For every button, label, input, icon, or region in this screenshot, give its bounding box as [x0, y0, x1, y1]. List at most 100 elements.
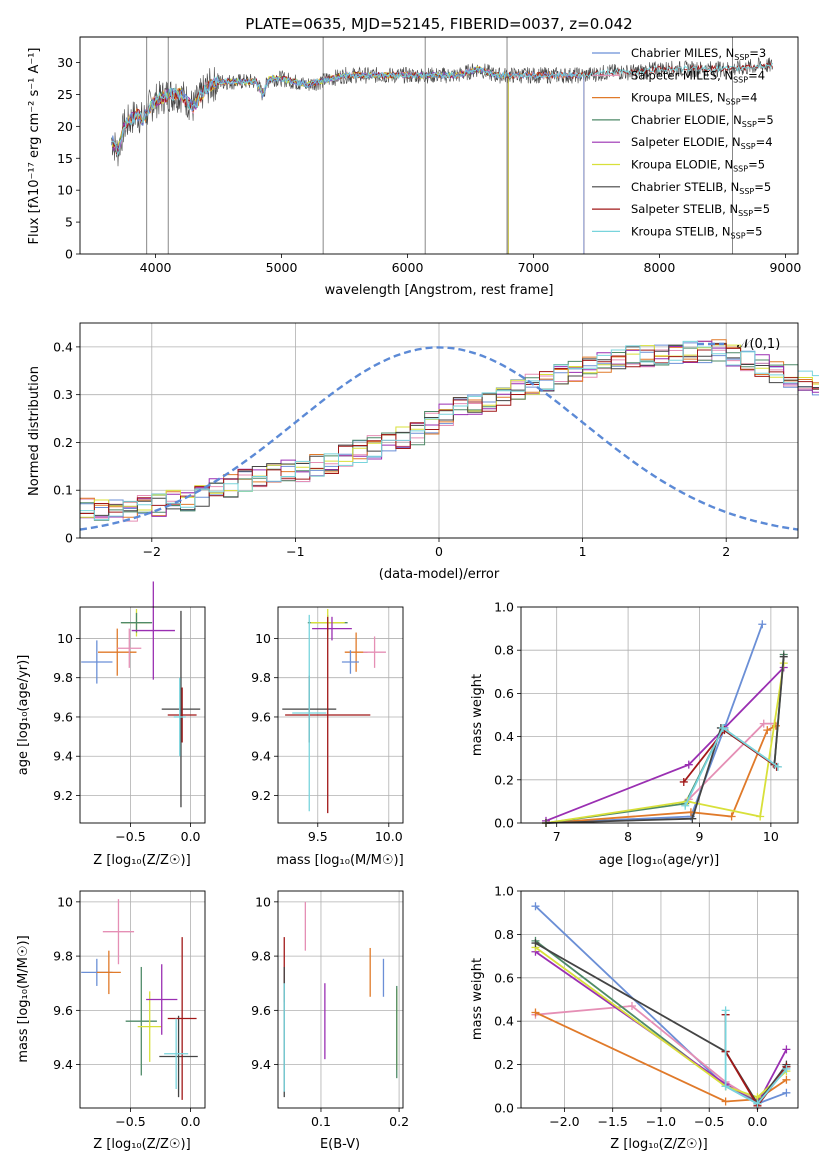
- x-tick-label: 4000: [140, 260, 172, 275]
- x-tick-label: −1: [286, 544, 304, 559]
- legend-entry: Chabrier MILES, NSSP=3: [631, 46, 766, 62]
- x-tick-label: 0.0: [748, 1114, 768, 1129]
- y-tick-label: 9.8: [251, 949, 271, 964]
- errorbar-chabrier_elodie: [120, 612, 153, 633]
- errorbar-salpeter_miles: [117, 628, 142, 668]
- age-vs-z-axes-frame: [79, 606, 206, 824]
- errorbar-chabrier_miles: [81, 640, 113, 684]
- weight-point: [719, 723, 728, 732]
- weight-vs-age-axes-frame: [520, 606, 799, 824]
- residuals-legend: 𝒩(0,1): [697, 337, 780, 352]
- weight-point: [721, 1082, 730, 1091]
- x-tick-label: 6000: [392, 260, 424, 275]
- y-tick-label: 5: [65, 215, 73, 230]
- weight-point: [531, 939, 540, 948]
- y-tick-label: 10: [57, 894, 73, 909]
- errorbar-salpeter_miles: [363, 636, 386, 668]
- weight-point: [531, 1008, 540, 1017]
- y-tick-label: 10: [57, 183, 73, 198]
- histogram-chabrier_miles: [79, 342, 819, 538]
- x-tick-label: 0: [435, 544, 443, 559]
- spectrum-series-kroupa_stelib: [111, 62, 774, 156]
- y-tick-label: 0.4: [53, 339, 73, 354]
- weight-point: [756, 812, 765, 821]
- age-vs-z-panel: −0.5 0.0 9.2 9.4 9.6 9.8 10 Z [log₁₀(Z/Z☉)] a…: [16, 581, 206, 868]
- weight-series-chabrier_elodie: [541, 650, 788, 827]
- errorbar-salpeter_elodie: [146, 964, 178, 1035]
- mass-vs-z-panel: −0.5 0.0 9.4 9.6 9.8 10 Z [log₁₀(Z/Z☉)] mass…: [16, 890, 206, 1152]
- weight-series-kroupa_stelib: [721, 1006, 791, 1108]
- mass-vs-z-xlabel: Z [log₁₀(Z/Z☉)]: [93, 1137, 190, 1152]
- errorbar-chabrier_stelib: [159, 1015, 198, 1098]
- x-tick-label: 10: [763, 829, 779, 844]
- y-tick-label: 9.4: [53, 1057, 73, 1072]
- mass-vs-z-axes-frame: [79, 890, 206, 1109]
- y-tick-label: 10: [255, 894, 271, 909]
- weight-series-kroupa_miles: [541, 721, 780, 827]
- y-tick-label: 15: [57, 151, 73, 166]
- legend-entry: Kroupa ELODIE, NSSP=5: [631, 158, 765, 174]
- y-tick-label: 0.4: [494, 729, 514, 744]
- weight-point: [753, 1099, 762, 1108]
- weight-point: [779, 652, 788, 661]
- y-tick-label: 30: [57, 55, 73, 70]
- weight-point: [782, 1075, 791, 1084]
- errorbar-salpeter_elodie: [312, 616, 352, 641]
- gauss-legend-label: 𝒩(0,1): [737, 337, 780, 352]
- age-vs-mass-panel: 9.5 10.0 9.2 9.4 9.6 9.8 10 mass [log₁₀(M/M☉)…: [251, 606, 404, 868]
- weight-series-kroupa_elodie: [541, 659, 788, 827]
- errorbar-salpeter_miles: [102, 899, 135, 965]
- legend-entry: Salpeter MILES, NSSP=4: [631, 68, 765, 84]
- residuals-panel: −2 −1 0 1 2 0 0.1 0.2 0.3 0.4 𝒩(0,1) (data-model…: [27, 322, 819, 582]
- weight-series-kroupa_stelib: [681, 723, 783, 810]
- x-tick-label: 0.1: [311, 1114, 331, 1129]
- weight-point: [721, 1006, 730, 1015]
- weight-series-chabrier_miles: [541, 620, 767, 827]
- weight-point: [531, 902, 540, 911]
- x-tick-label: 0.0: [181, 1114, 201, 1129]
- x-tick-label: 0.2: [389, 1114, 409, 1129]
- mass-vs-ebv-axes-frame: [277, 890, 404, 1109]
- x-tick-label: 7: [553, 829, 561, 844]
- y-tick-label: 10: [57, 631, 73, 646]
- y-tick-label: 9.6: [53, 1003, 73, 1018]
- spectrum-panel: PLATE=0635, MJD=52145, FIBERID=0037, z=0…: [27, 15, 801, 298]
- y-tick-label: 0.8: [494, 927, 514, 942]
- y-tick-label: 0.4: [494, 1014, 514, 1029]
- y-tick-label: 9.8: [53, 670, 73, 685]
- mass-vs-z-ylabel: mass [log₁₀(M/M☉)]: [16, 935, 31, 1062]
- histogram-kroupa_miles: [79, 339, 819, 538]
- weight-point: [684, 760, 693, 769]
- errorbar-kroupa_miles: [98, 628, 137, 676]
- y-tick-label: 0.0: [494, 1101, 514, 1116]
- legend-entry: Kroupa STELIB, NSSP=5: [631, 224, 762, 240]
- weight-point: [727, 812, 736, 821]
- errorbar-kroupa_stelib: [173, 677, 186, 757]
- y-tick-label: 9.2: [53, 788, 73, 803]
- legend-entry: Salpeter ELODIE, NSSP=4: [631, 135, 773, 151]
- y-tick-label: 1.0: [494, 884, 514, 899]
- spectrum-ylabel: Flux [fλ10⁻¹⁷ erg cm⁻² s⁻¹ A⁻¹]: [27, 48, 42, 245]
- x-tick-label: 5000: [266, 260, 298, 275]
- mass-vs-ebv-panel: 0.1 0.2 9.4 9.6 9.8 10 E(B-V): [251, 890, 409, 1152]
- legend-entry: Salpeter STELIB, NSSP=5: [631, 202, 770, 218]
- y-tick-label: 0.3: [53, 387, 73, 402]
- x-tick-label: 7000: [518, 260, 550, 275]
- x-tick-label: 10.0: [375, 829, 403, 844]
- weight-point: [782, 1088, 791, 1097]
- gaussian-curve: [79, 346, 799, 531]
- histogram-salpeter_stelib: [79, 343, 819, 538]
- weight-point: [782, 1045, 791, 1054]
- weight-vs-z-axes-frame: [520, 890, 799, 1109]
- histogram-kroupa_elodie: [79, 344, 819, 538]
- age-vs-mass-axes-frame: [277, 606, 404, 824]
- errorbar-chabrier_miles: [341, 650, 359, 674]
- legend-entry: Kroupa MILES, NSSP=4: [631, 91, 757, 107]
- weight-vs-z-xlabel: Z [log₁₀(Z/Z☉)]: [610, 1137, 707, 1152]
- y-tick-label: 9.8: [53, 949, 73, 964]
- x-tick-label: −0.5: [115, 1114, 145, 1129]
- y-tick-label: 0.2: [53, 435, 73, 450]
- weight-vs-age-panel: 7 8 9 10 0.0 0.2 0.4 0.6 0.8 1.0 age [log₁₀(age/…: [470, 600, 799, 868]
- weight-point: [688, 814, 697, 823]
